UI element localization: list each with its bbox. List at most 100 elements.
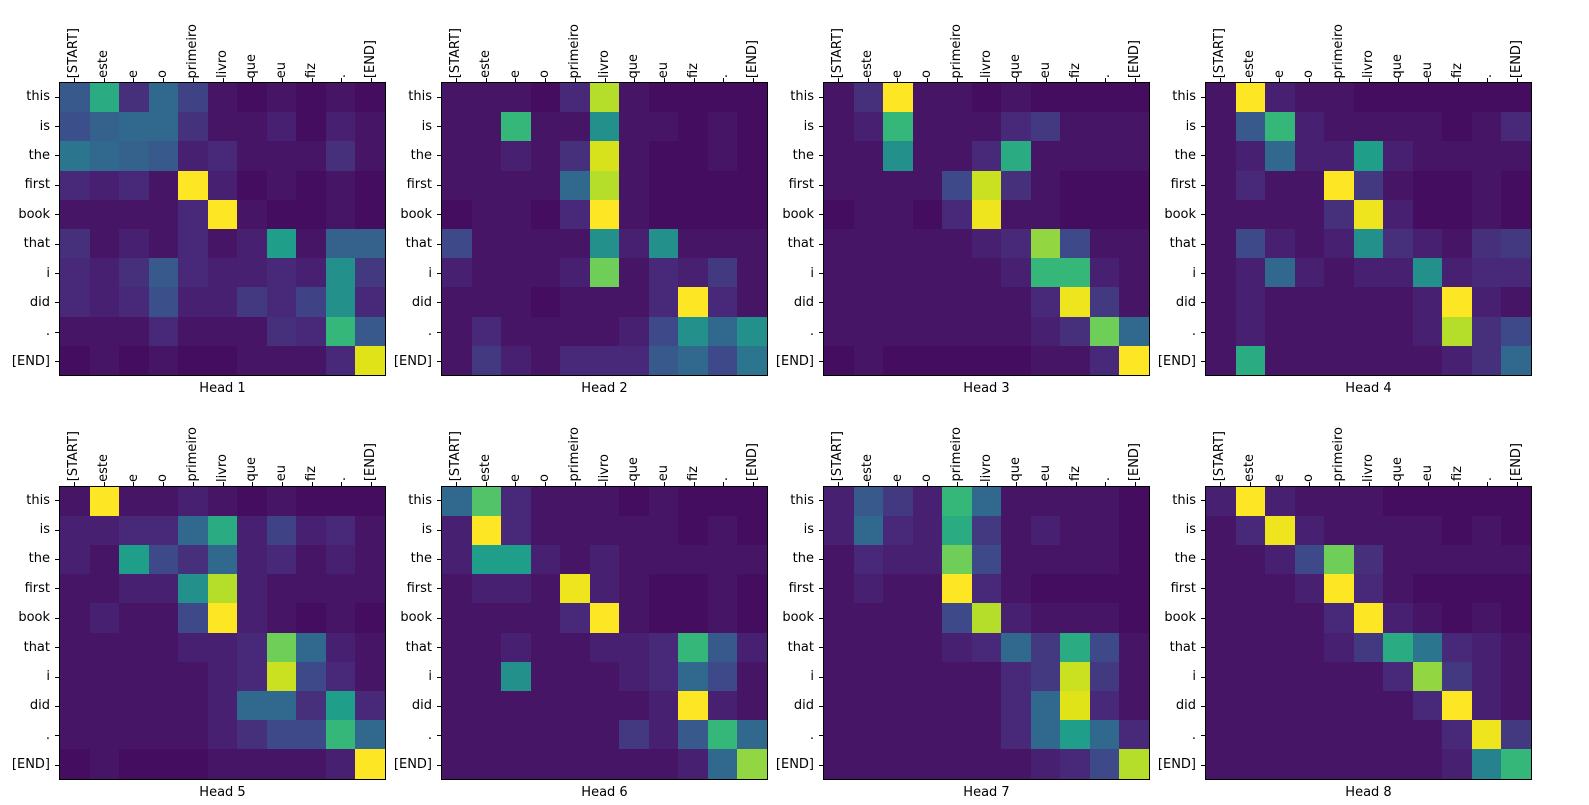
x-tick-label-row: [START] este e o primeiro livro que eu fiz. [END] [441, 8, 768, 79]
heatmap-cell [501, 345, 531, 375]
x-tick [178, 481, 208, 486]
heatmap-cell [1324, 112, 1354, 142]
heatmap-cell [89, 544, 120, 575]
heatmap-cell [1501, 83, 1531, 113]
y-tick [818, 170, 823, 199]
x-tick [590, 78, 620, 82]
heatmap-cell [178, 603, 208, 633]
x-tick-label-cell: [START] [59, 8, 89, 78]
heatmap-cell [1030, 574, 1061, 604]
x-tick-label-cell: este [1235, 8, 1265, 78]
y-tick [818, 111, 823, 140]
y-tick-marks [818, 486, 823, 780]
heatmap-cell [530, 258, 561, 288]
plot-row: this is the first book that i did. [END] [4, 485, 386, 780]
heatmap-cell [471, 690, 502, 721]
attention-heatmap-head-8 [1205, 485, 1532, 780]
heatmap-cell [207, 690, 238, 721]
heatmap-cell [824, 83, 854, 113]
heatmap-cell [678, 749, 708, 779]
y-tick-label: [END] [775, 757, 814, 773]
heatmap-cell [912, 720, 943, 750]
heatmap-cell [1206, 141, 1236, 171]
heatmap-cell [589, 258, 620, 288]
heatmap-cell [560, 170, 590, 200]
heatmap-cell [824, 345, 854, 375]
heatmap-cell [1206, 515, 1236, 545]
heatmap-cell [1383, 141, 1413, 171]
heatmap-cell [119, 112, 149, 142]
heatmap-cell [237, 199, 267, 229]
x-tick-label: este [477, 453, 493, 482]
heatmap-cell [1235, 199, 1266, 229]
heatmap-cell [325, 141, 356, 171]
y-tick [436, 200, 441, 229]
heatmap-cell [707, 83, 738, 113]
heatmap-cell [1383, 258, 1413, 288]
heatmap-cell [325, 199, 356, 229]
heatmap-cell [119, 515, 149, 545]
heatmap-cell [119, 661, 149, 691]
x-tick [1443, 78, 1473, 82]
heatmap-cell [589, 603, 620, 633]
heatmap-cell [1324, 258, 1354, 288]
heatmap-cell [883, 661, 913, 691]
heatmap-cell [971, 720, 1002, 750]
y-tick-label: that [1169, 639, 1196, 655]
heatmap-cell [1265, 749, 1295, 779]
x-tick [1264, 78, 1294, 82]
heatmap-cell [942, 229, 972, 259]
heatmap-cell [883, 603, 913, 633]
heatmap-cell [178, 345, 208, 375]
heatmap-cell [296, 345, 326, 375]
x-tick-label-cell: e [882, 8, 912, 78]
x-tick [823, 481, 853, 486]
x-tick-label-cell: eu [649, 412, 679, 481]
heatmap-cell [1206, 83, 1236, 113]
heatmap-cell [883, 720, 913, 750]
heatmap-cell [471, 83, 502, 113]
x-tick [267, 78, 297, 82]
heatmap-cell [737, 83, 767, 113]
y-tick [436, 691, 441, 720]
x-tick-label: eu [1038, 465, 1054, 482]
heatmap-cell [1206, 112, 1236, 142]
axes-corner [768, 412, 823, 482]
y-tick [54, 750, 59, 779]
heatmap-cell [530, 287, 561, 317]
subplot-title-row: Head 6 [386, 780, 768, 802]
heatmap-cell [1060, 632, 1090, 662]
y-tick-label: i [1192, 669, 1196, 685]
y-tick [436, 574, 441, 603]
heatmap-cell [1383, 486, 1413, 516]
y-tick [436, 141, 441, 170]
x-tick [178, 78, 208, 82]
y-tick [54, 82, 59, 111]
heatmap-cell [1471, 316, 1502, 346]
x-tick-label-cell: . [709, 8, 739, 78]
heatmap-cell [883, 287, 913, 317]
heatmap-cell [678, 690, 708, 721]
y-tick [436, 632, 441, 661]
y-tick [818, 288, 823, 317]
heatmap-cell [501, 316, 531, 346]
y-tick [436, 170, 441, 199]
heatmap-cell [1442, 229, 1472, 259]
heatmap-cell [1324, 199, 1354, 229]
x-tick-marks [1205, 78, 1532, 82]
heatmap-cell [912, 515, 943, 545]
heatmap-cell [237, 141, 267, 171]
heatmap-cell [1001, 258, 1031, 288]
heatmap-cell [60, 83, 90, 113]
heatmap-cell [1265, 603, 1295, 633]
x-tick [738, 481, 768, 486]
heatmap-cell [207, 603, 238, 633]
heatmap-cell [1324, 83, 1354, 113]
heatmap-cell [1294, 170, 1325, 200]
x-tick-label-cell: este [89, 8, 119, 78]
heatmap-cell [119, 229, 149, 259]
heatmap-cell [560, 316, 590, 346]
heatmap-cell [471, 316, 502, 346]
heatmap-cell [1265, 720, 1295, 750]
heatmap-cell [501, 544, 531, 575]
